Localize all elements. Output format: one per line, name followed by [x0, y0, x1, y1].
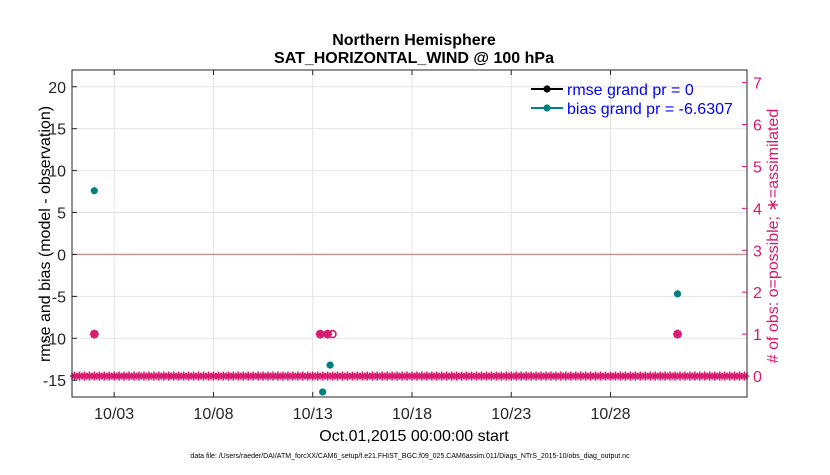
x-tick-label: 10/08	[193, 406, 233, 423]
y-right-tick-label: 2	[753, 285, 762, 302]
grid	[72, 70, 747, 397]
legend: rmse grand pr = 0 bias grand pr = -6.630…	[531, 82, 733, 118]
y-left-tick-label: -5	[52, 289, 66, 306]
y-left-tick-label: 15	[48, 122, 66, 139]
y-right-tick-label: 3	[753, 243, 762, 260]
assimilated-marker	[323, 329, 333, 339]
y-axis-label-right: # of obs: o=possible; ∗=assimilated	[765, 109, 782, 363]
y-left-tick-label: 5	[57, 206, 66, 223]
legend-bias-marker	[543, 104, 551, 112]
y-right-tick-label: 1	[753, 327, 762, 344]
y-right-tick-label: 0	[753, 369, 762, 386]
legend-rmse-label: rmse grand pr = 0	[567, 82, 694, 99]
bias-point	[90, 187, 98, 195]
y-left-tick-label: 0	[57, 247, 66, 264]
footnote: data file: /Users/raeder/DAI/ATM_forcXX/…	[190, 453, 630, 460]
y-left-tick-label: 20	[48, 80, 66, 97]
x-tick-label: 10/23	[491, 406, 531, 423]
asterisk-stroke	[323, 330, 332, 338]
axis-ticks: 10/03 10/08 10/13 10/18 10/23 10/2820151050-5…	[43, 70, 762, 423]
y-axis-label-left: rmse and bias (model - observation)	[37, 106, 54, 362]
y-left-tick-label: -10	[43, 331, 66, 348]
x-tick-label: 10/03	[94, 406, 134, 423]
asterisk-stroke	[316, 330, 324, 338]
x-tick-label: 10/28	[590, 406, 630, 423]
assimilated-marker	[89, 329, 99, 339]
chart-subtitle: SAT_HORIZONTAL_WIND @ 100 hPa	[274, 50, 554, 67]
x-tick-label: 10/18	[392, 406, 432, 423]
bias-point	[319, 388, 327, 396]
y-right-tick-label: 7	[753, 76, 762, 93]
asterisk-stroke	[90, 330, 99, 338]
asterisk-stroke	[673, 330, 682, 338]
y-right-tick-label: 6	[753, 118, 762, 135]
x-tick-label: 10/13	[293, 406, 333, 423]
legend-bias-label: bias grand pr = -6.6307	[567, 101, 733, 118]
assimilated-marker	[673, 329, 683, 339]
data-marks	[69, 187, 750, 396]
y-left-tick-label: 10	[48, 164, 66, 181]
x-axis-label: Oct.01,2015 00:00:00 start	[319, 428, 509, 445]
plot-frame	[71, 69, 748, 398]
bias-point	[326, 361, 334, 369]
y-right-tick-label: 4	[753, 201, 762, 218]
legend-rmse-marker	[543, 85, 551, 93]
chart-title: Northern Hemisphere	[332, 32, 496, 49]
bias-point	[673, 290, 682, 298]
y-left-tick-label: -15	[43, 373, 66, 390]
y-right-tick-label: 5	[753, 159, 762, 176]
